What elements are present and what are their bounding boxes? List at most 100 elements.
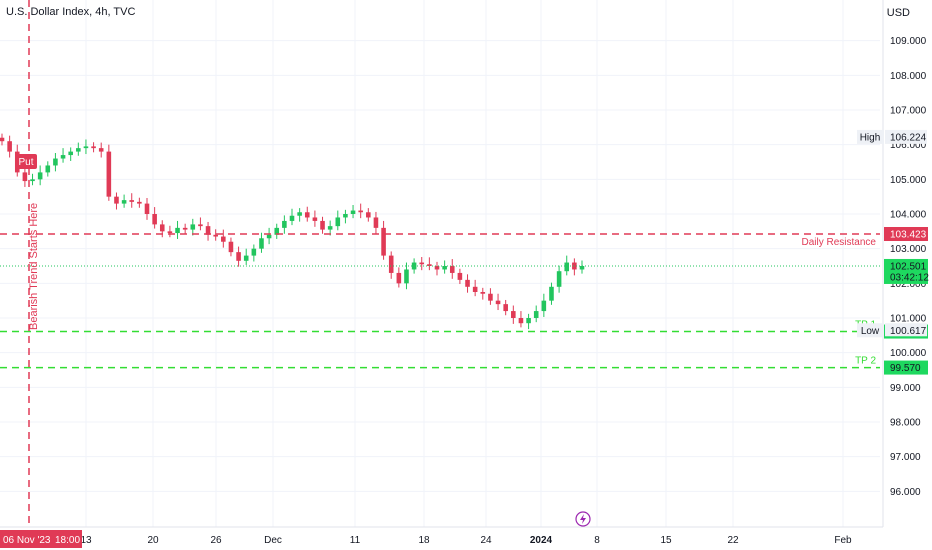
lightning-icon[interactable]: [575, 511, 591, 527]
x-tick-label: 26: [210, 535, 222, 546]
y-tick-label: 105.000: [890, 175, 927, 186]
x-tick-label: 8: [594, 535, 600, 546]
candle-body: [0, 137, 5, 142]
pill-value-bg: [885, 323, 927, 337]
tp2-price-box: [884, 360, 928, 375]
pill-label: Low: [861, 326, 880, 337]
candle-body: [228, 241, 234, 253]
put-tag-bg: [15, 154, 37, 169]
candle-body: [274, 227, 280, 235]
candle-body: [83, 146, 89, 149]
tp2-price: 99.570: [890, 363, 921, 374]
candle-body: [98, 148, 104, 152]
candle-body: [144, 203, 150, 214]
candle-body: [289, 215, 295, 221]
current-price-box: [884, 258, 928, 284]
candle-body: [190, 224, 196, 230]
candle-body: [152, 214, 157, 225]
candle-body: [335, 217, 341, 227]
candle-body: [259, 238, 264, 249]
candle-body: [442, 266, 447, 270]
current-price: 102.501: [890, 261, 927, 272]
y-tick-label: 97.000: [890, 452, 921, 463]
pill-value: 106.224: [890, 132, 927, 143]
candle-body: [236, 252, 241, 261]
candle-body: [221, 236, 226, 242]
candle-body: [511, 311, 516, 318]
candle-body: [396, 272, 402, 284]
y-tick-label: 99.000: [890, 383, 921, 394]
candle-body: [121, 200, 127, 204]
low-marker: Low 100.617: [857, 323, 927, 338]
candle-body: [572, 262, 577, 270]
x-tick-label: 13: [80, 535, 92, 546]
y-tick-label: 109.000: [890, 36, 927, 47]
candle-body: [22, 172, 28, 182]
countdown: 03:42:12: [890, 272, 929, 283]
pill-label: High: [860, 132, 881, 143]
x-tick-label: 24: [480, 535, 492, 546]
candle-body: [114, 196, 119, 204]
candle-body: [343, 214, 348, 218]
candle-body: [457, 272, 463, 280]
candle-body: [60, 155, 66, 159]
candle-body: [358, 210, 363, 213]
candle-body: [480, 292, 486, 294]
y-tick-label: 106.000: [890, 140, 927, 151]
x-tick-label: Feb: [834, 535, 852, 546]
candle-body: [350, 210, 356, 214]
candle-body: [488, 293, 493, 301]
candle-body: [282, 220, 287, 228]
candle-body: [213, 234, 218, 237]
lightning-bolt: [580, 514, 586, 524]
currency-label[interactable]: USD: [886, 7, 910, 19]
candle-body: [320, 220, 325, 230]
resistance-price: 103.423: [890, 230, 927, 241]
pill-label-bg: [857, 323, 884, 338]
chart-title: U.S. Dollar Index, 4h, TVC: [6, 6, 136, 18]
y-tick-label: 96.000: [890, 487, 921, 498]
y-tick-label: 102.000: [890, 279, 927, 290]
cursor-date-box: [0, 530, 82, 548]
candle-body: [129, 200, 135, 202]
candle-body: [182, 227, 188, 230]
pill-label-bg: [857, 129, 884, 144]
candle-body: [472, 286, 478, 292]
candle-body: [564, 262, 570, 272]
candle-body: [297, 212, 302, 216]
candle-body: [266, 234, 272, 239]
y-tick-label: 104.000: [890, 210, 927, 221]
cursor-date: 06 Nov '23: [3, 535, 51, 546]
pill-value: 100.617: [890, 326, 927, 337]
candle-body: [327, 226, 333, 230]
x-tick-label: 15: [660, 535, 672, 546]
candle-body: [366, 212, 371, 218]
candle-body: [427, 264, 432, 266]
high-marker: High 106.224: [857, 129, 927, 144]
candle-body: [526, 318, 531, 324]
candle-body: [373, 217, 379, 228]
resistance-label: Daily Resistance: [802, 237, 877, 248]
candle-body: [579, 266, 585, 270]
candle-body: [76, 148, 81, 152]
y-tick-label: 100.000: [890, 348, 927, 359]
candle-body: [404, 269, 409, 284]
candle-body: [312, 217, 318, 221]
x-tick-label: 11: [350, 535, 361, 546]
y-tick-label: 108.000: [890, 71, 927, 82]
trend-label: Bearish Trend Starts Here: [28, 203, 40, 330]
candle-body: [465, 279, 470, 287]
candle-body: [251, 248, 257, 256]
y-tick-label: 103.000: [890, 244, 927, 255]
candle-body: [495, 300, 501, 305]
candle-body: [175, 227, 180, 234]
candle-body: [388, 255, 394, 273]
candle-body: [205, 226, 211, 235]
candle-body: [159, 224, 165, 232]
candle-body: [533, 311, 539, 318]
candle-body: [30, 179, 35, 182]
candle-body: [503, 304, 508, 312]
tp2-label: TP 2: [855, 356, 876, 367]
